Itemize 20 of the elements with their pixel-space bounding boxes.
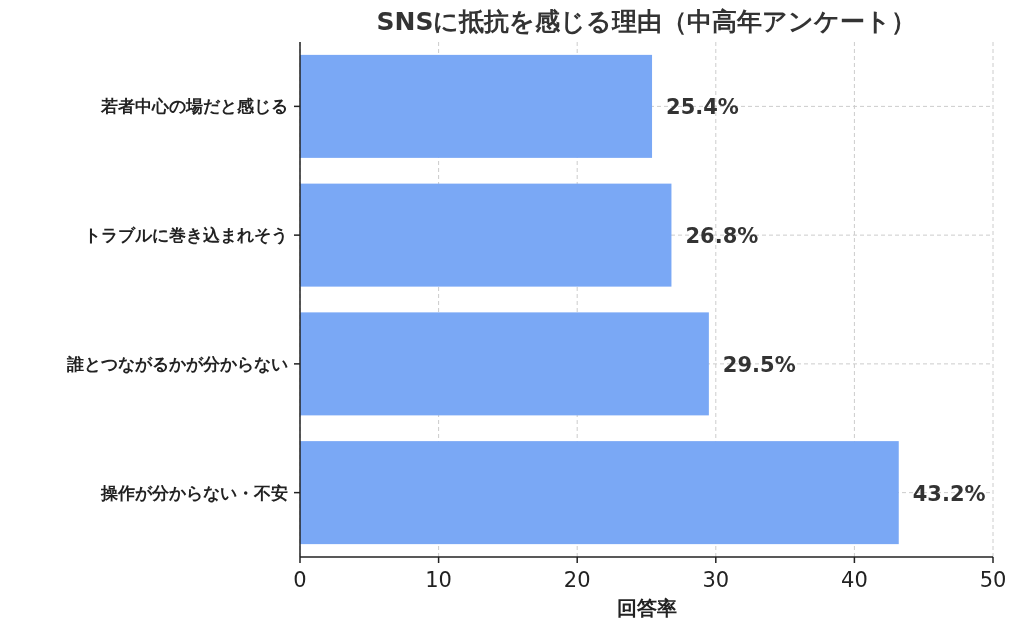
x-tick-label: 0: [293, 568, 307, 592]
data-label: 25.4%: [666, 95, 739, 120]
x-tick-label: 40: [841, 568, 868, 592]
x-tick-label: 20: [563, 568, 591, 592]
bar: [300, 441, 899, 545]
y-tick-label: 誰とつながるかが分からない: [66, 353, 288, 374]
chart-title: SNSに抵抗を感じる理由（中高年アンケート）: [376, 7, 917, 36]
bar: [300, 312, 709, 416]
y-tick-label: 若者中心の場だと感じる: [100, 96, 288, 117]
data-label: 26.8%: [685, 224, 759, 249]
x-tick-label: 30: [702, 568, 730, 592]
data-label: 43.2%: [912, 481, 986, 506]
x-axis-title: 回答率: [616, 596, 677, 620]
data-label: 29.5%: [722, 352, 796, 377]
y-tick-label: 操作が分からない・不安: [100, 482, 288, 503]
y-tick-label: トラブルに巻き込まれそう: [84, 225, 288, 246]
x-tick-label: 50: [979, 568, 1007, 592]
bar: [300, 54, 653, 158]
x-tick-label: 10: [425, 568, 452, 592]
bar: [300, 183, 672, 287]
